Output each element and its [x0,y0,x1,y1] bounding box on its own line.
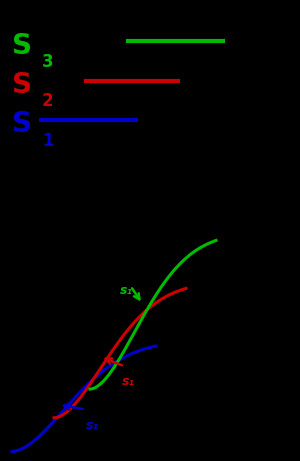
Text: S: S [12,111,32,138]
Text: s₁: s₁ [122,375,134,388]
Text: 3: 3 [42,53,54,71]
Text: s₁: s₁ [85,419,98,432]
Text: s₁: s₁ [120,284,133,296]
Text: 1: 1 [42,131,53,150]
Text: S: S [12,71,32,99]
Text: 2: 2 [42,92,54,111]
Text: S: S [12,32,32,60]
